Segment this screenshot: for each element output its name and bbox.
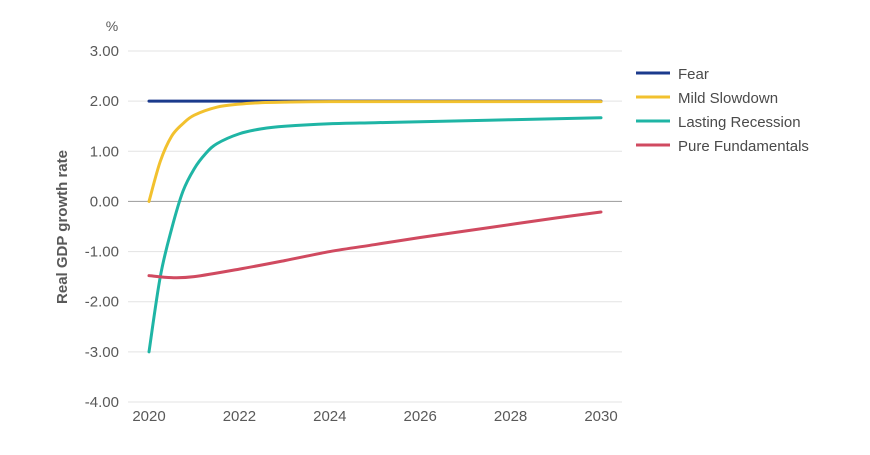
x-tick-label: 2026: [404, 408, 437, 425]
series-lines: [147, 99, 603, 354]
x-tick-label: 2028: [494, 408, 527, 425]
x-tick-label: 2030: [584, 408, 617, 425]
legend: Fear Mild Slowdown Lasting Recession Pure F…: [636, 66, 809, 155]
y-axis-ticks: 3.00 2.00 1.00 0.00 -1.00 -2.00 -3.00 -4.00: [85, 43, 119, 411]
y-axis-title: Real GDP growth rate: [54, 150, 71, 304]
y-tick-label: -2.00: [85, 294, 119, 311]
y-tick-label: -3.00: [85, 344, 119, 361]
legend-label-fear: Fear: [678, 66, 709, 83]
x-tick-label: 2024: [313, 408, 346, 425]
y-axis-unit-label: %: [106, 18, 118, 34]
y-tick-label: -1.00: [85, 244, 119, 261]
y-tick-label: 0.00: [90, 193, 119, 210]
series-line-pure-fundamentals: [147, 210, 603, 280]
x-tick-label: 2022: [223, 408, 256, 425]
series-line-mild-slowdown: [147, 100, 603, 203]
x-tick-label: 2020: [132, 408, 165, 425]
legend-label-lasting-recession: Lasting Recession: [678, 114, 801, 131]
y-tick-label: 3.00: [90, 43, 119, 60]
y-tick-label: 1.00: [90, 143, 119, 160]
series-line-lasting-recession: [147, 116, 603, 354]
legend-label-mild-slowdown: Mild Slowdown: [678, 90, 778, 107]
y-tick-label: -4.00: [85, 394, 119, 411]
x-axis-ticks: 2020 2022 2024 2026 2028 2030: [132, 408, 617, 425]
grid-lines: [128, 50, 622, 403]
y-tick-label: 2.00: [90, 93, 119, 110]
legend-label-pure-fundamentals: Pure Fundamentals: [678, 138, 809, 155]
